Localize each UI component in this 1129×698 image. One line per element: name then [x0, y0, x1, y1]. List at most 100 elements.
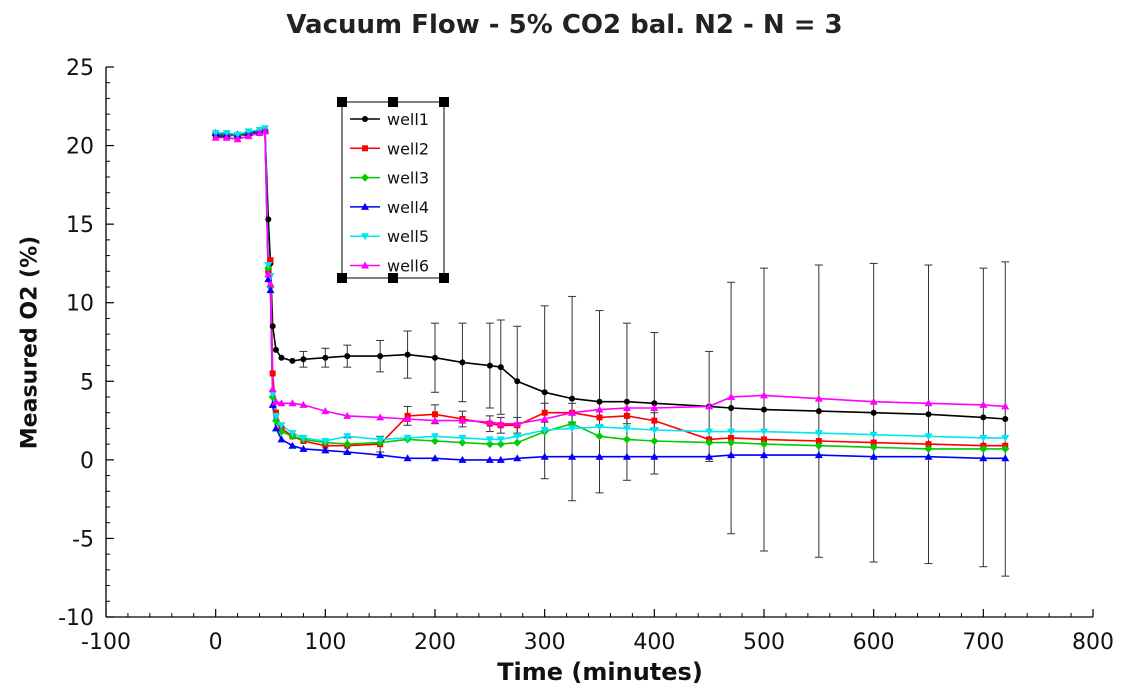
data-point-well2 — [267, 257, 274, 264]
legend-resize-handle — [388, 97, 398, 107]
data-point-well4 — [343, 448, 352, 455]
y-tick-label: -5 — [72, 527, 94, 552]
data-point-well6 — [343, 411, 352, 419]
legend-label-well1: well1 — [387, 110, 429, 129]
y-tick-label: 5 — [80, 370, 94, 395]
data-point-well3 — [485, 440, 494, 449]
data-point-well4 — [271, 424, 280, 432]
x-tick-label: 500 — [743, 630, 785, 655]
y-tick-label: 0 — [80, 449, 94, 474]
data-point-well2 — [925, 441, 932, 448]
data-point-well4 — [760, 451, 768, 459]
data-point-well4 — [705, 452, 714, 460]
legend-marker-well4 — [361, 202, 369, 210]
data-point-well1 — [870, 409, 877, 416]
data-point-well1 — [623, 398, 630, 405]
x-tick-label: 700 — [962, 630, 1004, 655]
series-lines — [215, 127, 1006, 461]
series-line-well1 — [215, 128, 1006, 420]
data-point-well6 — [924, 399, 933, 407]
x-tick-label: 100 — [304, 630, 346, 655]
data-point-well3 — [727, 438, 736, 447]
legend-label-well5: well5 — [387, 227, 429, 246]
y-tick-label: -10 — [58, 606, 94, 631]
data-point-well3 — [979, 444, 988, 453]
legend-marker-well2 — [362, 145, 368, 152]
data-point-well3 — [705, 438, 714, 447]
data-point-well5 — [924, 433, 933, 441]
data-point-well5 — [277, 422, 286, 430]
data-point-well6 — [869, 397, 878, 405]
data-point-well5 — [343, 433, 352, 441]
data-point-well3 — [760, 440, 768, 449]
legend-label-well3: well3 — [387, 169, 429, 188]
data-point-well6 — [650, 404, 659, 411]
legend-marker-well3 — [361, 173, 369, 182]
data-point-well1 — [497, 364, 504, 371]
data-point-well1 — [980, 414, 987, 421]
axes: -100 0 100 200 300 400 500 600 700 800 -10 -5 0 5 10 15… — [58, 56, 1114, 655]
data-point-well6 — [513, 419, 522, 427]
data-point-well5 — [403, 434, 412, 442]
data-point-well6 — [261, 127, 270, 135]
legend-resize-handle — [337, 273, 347, 283]
data-point-well3 — [1001, 444, 1010, 453]
data-point-well5 — [211, 130, 220, 137]
data-point-well1 — [1002, 416, 1009, 422]
data-point-well4 — [288, 441, 297, 449]
legend[interactable]: well1 well2 well3 well4 well5 well6 — [337, 97, 449, 283]
data-point-well4 — [979, 454, 988, 462]
legend-marker-well5 — [361, 233, 369, 241]
x-tick-label: -100 — [81, 630, 131, 655]
data-point-well6 — [244, 132, 253, 140]
data-point-well4 — [431, 454, 439, 462]
chart-title: Vacuum Flow - 5% CO2 bal. N2 - N = 3 — [286, 10, 843, 40]
data-point-well3 — [496, 440, 505, 449]
data-point-well1 — [651, 400, 658, 407]
data-point-well2 — [870, 439, 877, 446]
data-point-well4 — [485, 455, 494, 463]
data-point-well1 — [541, 389, 548, 396]
data-point-well5 — [496, 436, 505, 444]
data-point-well1 — [272, 346, 279, 353]
data-point-well2 — [728, 434, 735, 441]
data-point-well3 — [343, 440, 352, 449]
data-point-well6 — [431, 416, 439, 424]
data-point-well5 — [869, 431, 878, 439]
data-point-well3 — [869, 443, 878, 452]
data-point-well5 — [650, 427, 659, 434]
data-point-well5 — [233, 131, 242, 139]
x-axis-label: Time (minutes) — [497, 658, 703, 686]
data-point-well2 — [651, 417, 658, 424]
data-point-well6 — [376, 413, 385, 421]
data-point-well6 — [222, 133, 231, 141]
legend-resize-handle — [337, 97, 347, 107]
data-point-well5 — [979, 434, 988, 442]
data-point-well4 — [727, 451, 736, 459]
y-tick-label: 20 — [66, 135, 94, 160]
data-point-well1 — [269, 323, 276, 330]
data-point-well4 — [403, 454, 412, 462]
data-point-well4 — [622, 452, 631, 460]
data-point-well6 — [288, 399, 297, 407]
x-tick-label: 0 — [209, 630, 223, 655]
data-point-well6 — [268, 385, 277, 393]
data-point-well1 — [761, 406, 767, 413]
data-point-well5 — [814, 430, 823, 438]
data-point-well5 — [1001, 434, 1010, 442]
data-point-well2 — [541, 409, 548, 416]
data-point-well3 — [595, 432, 604, 441]
data-point-well1 — [596, 398, 603, 405]
data-point-well1 — [300, 356, 307, 363]
series-markers — [211, 125, 1010, 463]
x-tick-label: 600 — [853, 630, 895, 655]
data-point-well3 — [431, 437, 439, 445]
data-point-well6 — [403, 415, 412, 422]
y-tick-label: 15 — [66, 213, 94, 238]
data-point-well6 — [458, 416, 467, 424]
legend-resize-handle — [439, 97, 449, 107]
data-point-well6 — [540, 415, 549, 422]
data-point-well1 — [432, 354, 438, 361]
data-point-well5 — [321, 438, 330, 445]
series-line-well5 — [215, 127, 1006, 442]
